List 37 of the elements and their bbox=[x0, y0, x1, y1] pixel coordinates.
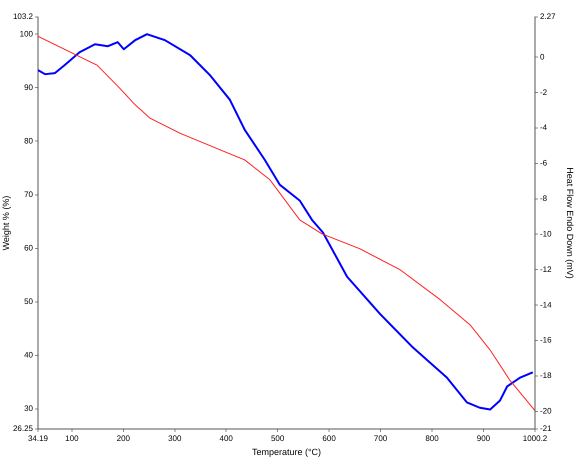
y-tick-label: 100 bbox=[20, 29, 34, 38]
y2-tick-label: -8 bbox=[540, 194, 548, 204]
x-tick-label: 1000.2 bbox=[522, 434, 548, 444]
y2-tick-label: -12 bbox=[540, 264, 552, 274]
y2-axis-title: Heat Flow Endo Down (mV) bbox=[565, 167, 576, 279]
x-tick-label: 34.19 bbox=[28, 434, 49, 444]
x-tick-label: 800 bbox=[425, 434, 440, 444]
y-tick-label: 30 bbox=[24, 404, 34, 414]
y2-tick-label: -16 bbox=[540, 336, 552, 345]
y-tick-label: 60 bbox=[24, 244, 34, 252]
y2-tick-label: 0 bbox=[540, 52, 545, 62]
y-tick-label: 40 bbox=[24, 350, 34, 360]
y2-tick-label: -20 bbox=[540, 406, 552, 416]
x-tick-label: 500 bbox=[270, 434, 285, 444]
x-tick-label: 300 bbox=[168, 434, 182, 444]
x-tick-label: 700 bbox=[374, 434, 388, 444]
y2-tick-label: -10 bbox=[540, 229, 552, 238]
x-tick-label: 400 bbox=[220, 434, 234, 444]
y-tick-label: 90 bbox=[24, 82, 34, 92]
y2-tick-label: -21 bbox=[540, 424, 552, 434]
x-tick-label: 900 bbox=[476, 434, 491, 444]
y2-tick-label: -18 bbox=[540, 371, 552, 380]
y2-tick-label: -4 bbox=[540, 123, 548, 132]
y-tick-label: 70 bbox=[24, 190, 34, 199]
x-axis-title: Temperature (°C) bbox=[252, 447, 322, 458]
x-tick-label: 600 bbox=[322, 434, 336, 444]
x-tick-label: 200 bbox=[116, 434, 131, 444]
y-tick-label: 80 bbox=[24, 136, 34, 146]
y2-tick-label: -6 bbox=[540, 158, 548, 168]
y-tick-label: 103.2 bbox=[12, 12, 34, 22]
y-tick-label: 26.25 bbox=[12, 424, 34, 434]
y2-tick-label: -2 bbox=[540, 88, 548, 97]
y-axis-title: Weight % (%) bbox=[0, 196, 11, 250]
y2-tick-label: 2.27 bbox=[540, 12, 556, 22]
y-tick-label: 50 bbox=[24, 297, 34, 306]
x-tick-label: 100 bbox=[65, 434, 80, 444]
y2-tick-label: -14 bbox=[540, 300, 552, 310]
